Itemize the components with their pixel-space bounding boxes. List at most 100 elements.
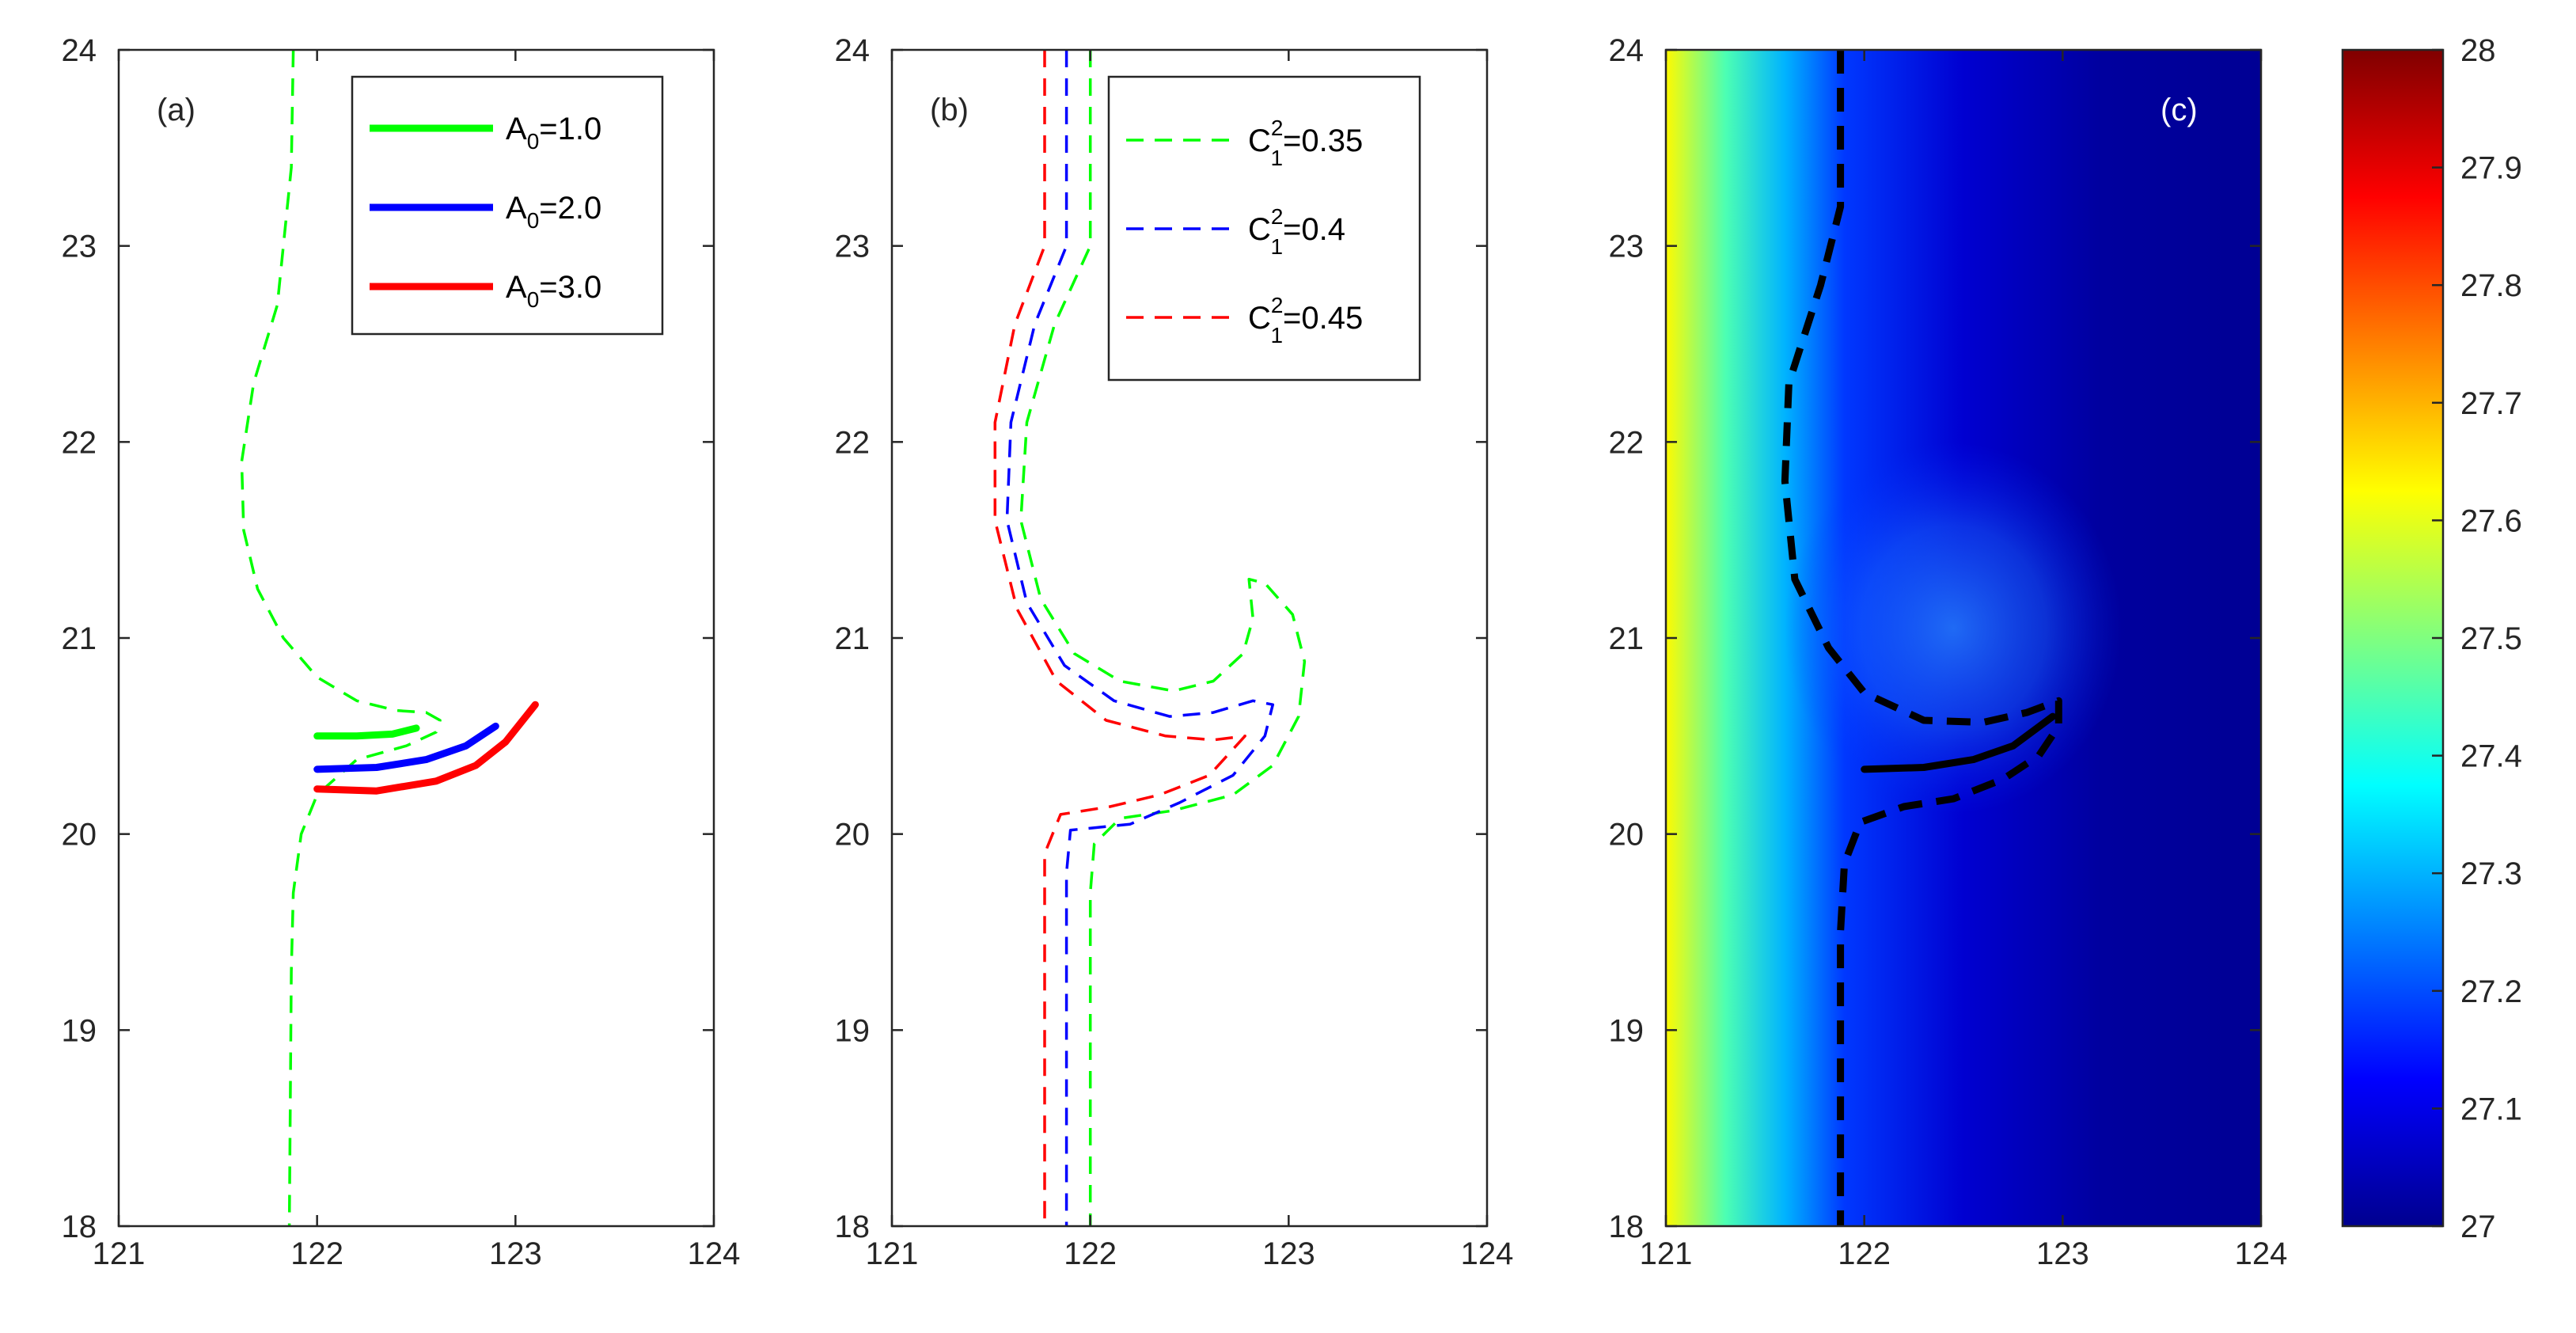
x-tick-label: 121	[93, 1236, 146, 1271]
colorbar-tick: 27.4	[2432, 739, 2522, 774]
y-tick: 23	[62, 230, 714, 264]
x-tick-label: 121	[1640, 1236, 1693, 1271]
colorbar-tick: 27.3	[2432, 856, 2522, 891]
x-tick-label: 123	[1262, 1236, 1315, 1271]
y-tick: 18	[62, 1210, 714, 1244]
y-tick-label: 23	[835, 230, 871, 264]
legend-label: A0=2.0	[506, 191, 601, 233]
colorbar-tick: 27.2	[2432, 974, 2522, 1009]
y-tick: 22	[835, 425, 1487, 460]
x-tick-label: 122	[1838, 1236, 1891, 1271]
y-tick-label: 19	[62, 1013, 97, 1048]
y-tick-label: 23	[1609, 230, 1645, 264]
colorbar-ticks: 27 27.1 27.2 27.3 27.4 27.5 27.6 27.7 27.8 27.9 28	[2432, 33, 2522, 1244]
y-tick-label: 23	[62, 230, 97, 264]
x-tick-label: 122	[290, 1236, 343, 1271]
y-tick-label: 18	[62, 1210, 97, 1244]
panel-b-legend: C2 1=0.35 C2 1=0.4 C2 1=0.45	[1107, 75, 1421, 382]
x-tick: 123	[2036, 50, 2089, 1271]
colorbar-tick-label: 27.5	[2460, 621, 2522, 656]
y-tick: 21	[1609, 621, 2261, 656]
x-tick: 121	[93, 50, 146, 1271]
y-tick-label: 19	[835, 1013, 871, 1048]
y-tick: 22	[62, 425, 714, 460]
colorbar-tick-label: 27.8	[2460, 268, 2522, 303]
colorbar-tick: 27.5	[2432, 621, 2522, 656]
colorbar-tick-label: 28	[2460, 33, 2496, 68]
y-tick-label: 18	[1609, 1210, 1645, 1244]
series-line-2	[1005, 50, 1275, 1226]
y-tick-label: 24	[1609, 33, 1645, 68]
series-line-3	[993, 50, 1246, 1226]
x-tick-label: 123	[489, 1236, 542, 1271]
y-tick: 20	[1609, 818, 2261, 853]
y-tick: 22	[1609, 425, 2261, 460]
colorbar-tick: 27.8	[2432, 268, 2522, 303]
y-tick: 23	[835, 230, 1487, 264]
x-tick: 124	[1461, 50, 1514, 1271]
colorbar-tick: 27.9	[2432, 151, 2522, 186]
panel-c-label: (c)	[2161, 93, 2198, 127]
y-tick: 19	[1609, 1013, 2261, 1048]
y-tick-label: 21	[62, 621, 97, 656]
y-tick: 18	[1609, 1210, 2261, 1244]
series-line-3	[313, 722, 499, 773]
y-tick: 20	[835, 818, 1487, 853]
colorbar-tick-label: 27.6	[2460, 503, 2522, 538]
colorbar-tick-label: 27.4	[2460, 739, 2522, 774]
y-tick-label: 19	[1609, 1013, 1645, 1048]
colorbar-tick-label: 27.2	[2460, 974, 2522, 1009]
x-tick: 124	[688, 50, 741, 1271]
y-tick: 24	[1609, 33, 2261, 68]
colorbar-tick: 27.6	[2432, 503, 2522, 538]
x-tick-label: 122	[1064, 1236, 1117, 1271]
panel-a-legend: A0=1.0 A0=2.0 A0=3.0	[351, 75, 664, 336]
legend-label: C2 1=0.4	[1248, 204, 1345, 259]
x-tick-label: 124	[2235, 1236, 2288, 1271]
x-tick-label: 123	[2036, 1236, 2089, 1271]
y-tick: 21	[835, 621, 1487, 656]
panel-a-label: (a)	[157, 93, 195, 127]
x-tick: 123	[1262, 50, 1315, 1271]
y-tick: 24	[62, 33, 714, 68]
panel-c: 121 122 123 124 18 19 20 21 22 23 24 (c)	[1609, 33, 2288, 1271]
colorbar-tick: 27.7	[2432, 386, 2522, 421]
legend-label: C2 1=0.45	[1248, 293, 1363, 347]
y-tick: 19	[835, 1013, 1487, 1048]
colorbar-tick-label: 27.9	[2460, 151, 2522, 186]
y-tick: 23	[1609, 230, 2261, 264]
y-tick: 18	[835, 1210, 1487, 1244]
x-tick: 122	[290, 50, 343, 1271]
legend-entry: C2 1=0.35	[1126, 116, 1363, 170]
y-tick-label: 20	[835, 818, 871, 853]
y-tick-label: 22	[1609, 425, 1645, 460]
colorbar-tick-label: 27.3	[2460, 856, 2522, 891]
y-tick: 20	[62, 818, 714, 853]
series-line-4	[313, 701, 539, 795]
legend-label: C2 1=0.35	[1248, 116, 1363, 170]
x-tick-label: 121	[866, 1236, 919, 1271]
y-tick: 24	[835, 33, 1487, 68]
y-tick-label: 18	[835, 1210, 871, 1244]
x-tick-label: 124	[688, 1236, 741, 1271]
y-tick-label: 24	[62, 33, 97, 68]
y-tick-label: 22	[835, 425, 871, 460]
x-tick: 123	[489, 50, 542, 1271]
legend-entry: A0=2.0	[370, 191, 601, 233]
y-tick-label: 21	[1609, 621, 1645, 656]
series-line-2	[313, 724, 420, 740]
colorbar-tick-label: 27.7	[2460, 386, 2522, 421]
x-tick-label: 124	[1461, 1236, 1514, 1271]
panel-c-plot: 121 122 123 124 18 19 20 21 22 23 24	[1609, 33, 2288, 1271]
eddy-feature	[1785, 442, 2123, 815]
legend-entry: A0=1.0	[370, 112, 601, 154]
y-tick-label: 21	[835, 621, 871, 656]
y-tick-label: 20	[62, 818, 97, 853]
panel-b-label: (b)	[930, 93, 969, 127]
y-tick-label: 20	[1609, 818, 1645, 853]
series-line-1	[1019, 50, 1307, 1226]
legend-label: A0=3.0	[506, 270, 601, 312]
colorbar-tick: 28	[2432, 33, 2496, 68]
